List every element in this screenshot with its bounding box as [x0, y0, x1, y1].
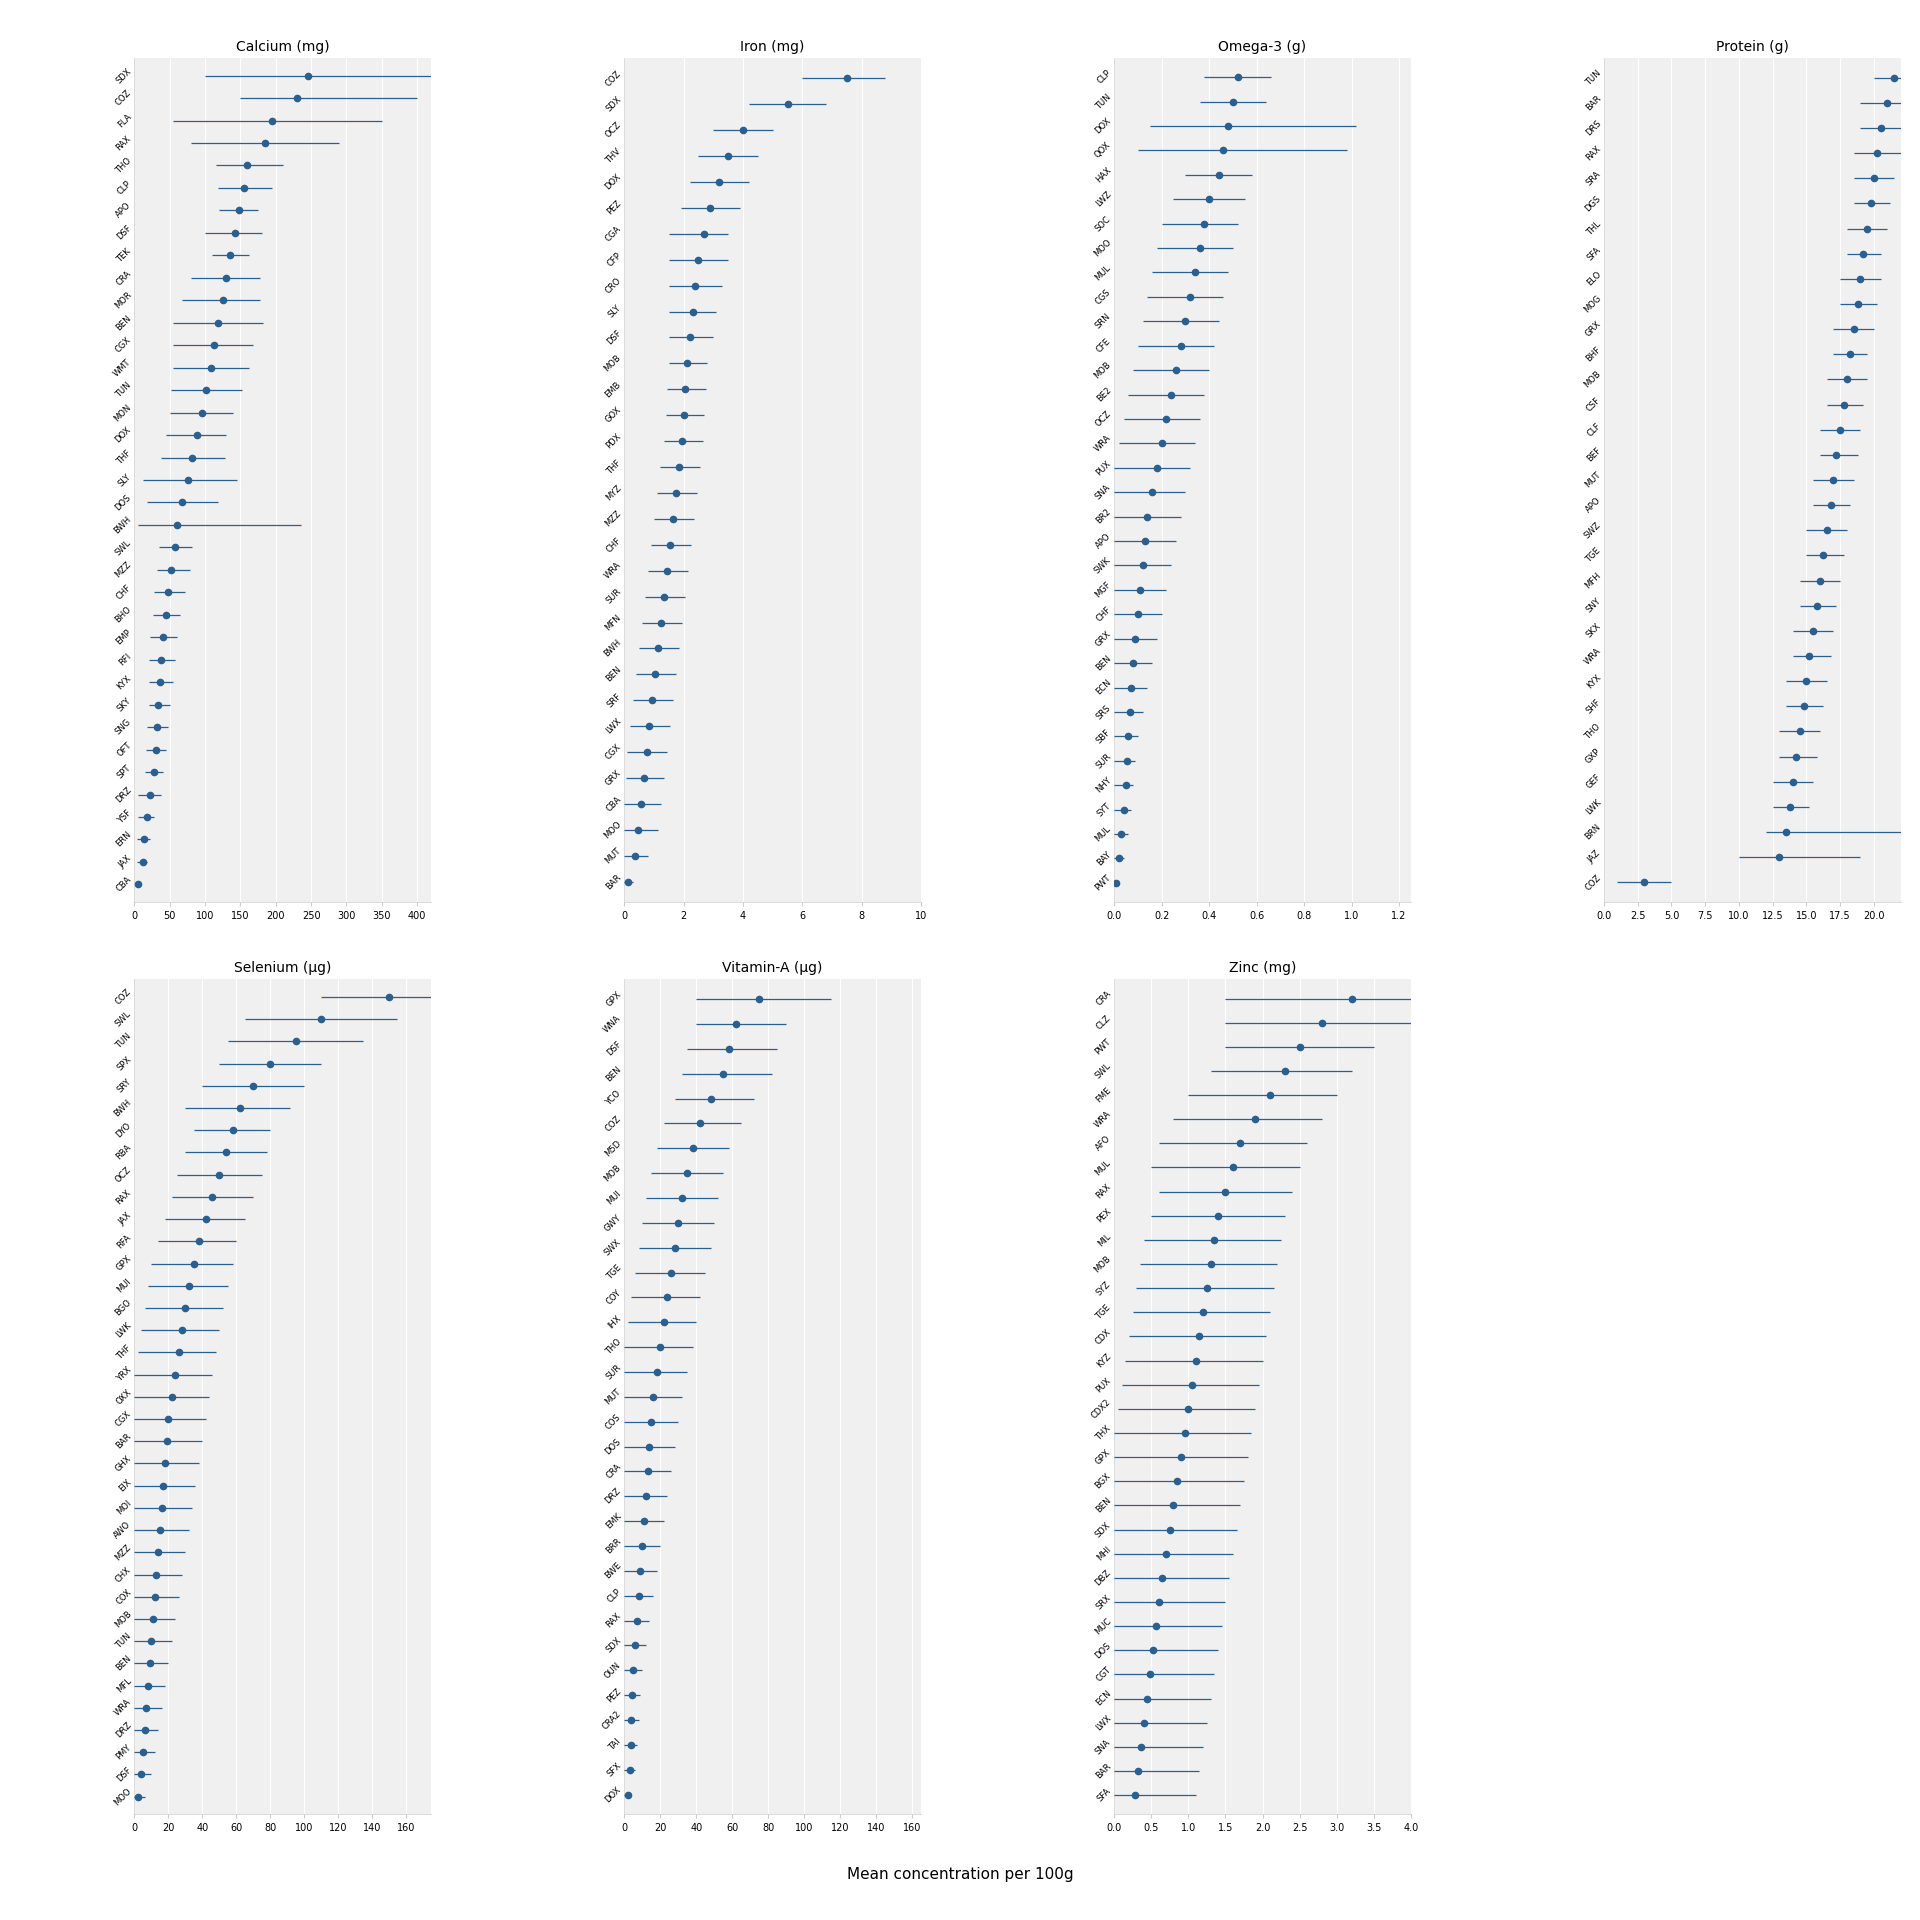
Title: Zinc (mg): Zinc (mg) [1229, 962, 1296, 975]
Title: Calcium (mg): Calcium (mg) [236, 40, 330, 54]
Title: Iron (mg): Iron (mg) [741, 40, 804, 54]
Text: Mean concentration per 100g: Mean concentration per 100g [847, 1866, 1073, 1882]
Title: Omega-3 (g): Omega-3 (g) [1219, 40, 1308, 54]
Title: Protein (g): Protein (g) [1716, 40, 1789, 54]
Title: Vitamin-A (μg): Vitamin-A (μg) [722, 962, 824, 975]
Title: Selenium (μg): Selenium (μg) [234, 962, 332, 975]
